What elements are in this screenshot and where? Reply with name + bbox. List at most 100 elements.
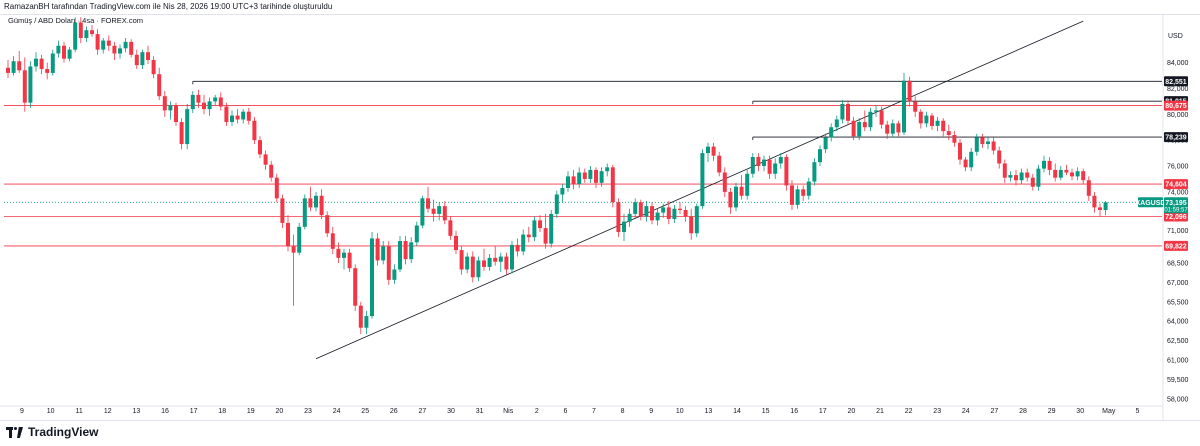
time-axis[interactable]: 9 10 11 12 13 16 17 18 19 20 23 24 25 26 27 30 31 Nis 2 6 7 8… [20, 408, 1139, 415]
tradingview-logo[interactable]: TradingView [6, 425, 98, 439]
candle-body-51 [291, 246, 296, 253]
candle-body-130 [734, 186, 738, 208]
candle-body-163 [918, 111, 923, 124]
time-tick-30: 21 [876, 408, 884, 415]
candle-body-15 [90, 30, 94, 35]
publish-caption: RamazanBH tarafından TradingView.com ile… [4, 2, 333, 11]
candle-body-114 [644, 206, 649, 217]
price-tick-2: 80,000 [1167, 112, 1189, 119]
candle-body-155 [874, 110, 878, 112]
candle-body-20 [118, 48, 122, 54]
candle-body-132 [745, 173, 750, 196]
candle-body-180 [1014, 175, 1018, 181]
time-tick-35: 28 [1019, 408, 1027, 415]
time-tick-25: 14 [733, 408, 741, 415]
candle-body-188 [1058, 169, 1063, 178]
candle-body-0 [6, 67, 10, 73]
candle-body-193 [1086, 180, 1091, 196]
time-tick-28: 17 [819, 408, 827, 415]
candle-body-76 [431, 208, 436, 214]
price-tick-11: 64,000 [1167, 319, 1189, 326]
candle-body-29 [168, 105, 173, 111]
trendline-group [315, 20, 1084, 360]
candle-body-63 [358, 305, 363, 328]
candle-body-24 [140, 52, 145, 66]
candle-body-183 [1030, 177, 1035, 187]
time-tick-1: 10 [47, 408, 55, 415]
candle-body-107 [605, 167, 610, 172]
time-tick-24: 13 [705, 408, 713, 415]
candle-body-122 [689, 216, 694, 234]
candle-body-123 [694, 206, 699, 234]
candle-body-129 [728, 191, 733, 208]
candle-body-149 [840, 103, 845, 120]
candle-body-112 [633, 202, 638, 214]
candle-body-46 [263, 154, 268, 165]
time-tick-15: 30 [447, 408, 455, 415]
candle-body-77 [437, 206, 442, 214]
candle-body-169 [952, 134, 957, 143]
axis-frame [0, 14, 1164, 420]
price-axis[interactable]: USD84,00082,00080,00078,00076,00074,0007… [1167, 33, 1189, 403]
candle-body-126 [711, 146, 716, 156]
candle-body-113 [638, 202, 643, 217]
price-axis-currency: USD [1168, 33, 1183, 40]
time-tick-4: 13 [133, 408, 141, 415]
candle-body-71 [403, 241, 408, 260]
candle-body-131 [739, 186, 744, 196]
candle-body-25 [146, 52, 150, 60]
candle-body-192 [1081, 171, 1086, 181]
level-tag-2 [1164, 100, 1188, 111]
price-tick-13: 61,000 [1167, 358, 1189, 365]
level-tag-5 [1164, 211, 1188, 222]
candle-body-88 [498, 256, 503, 262]
candle-body-121 [683, 210, 688, 217]
time-tick-14: 27 [419, 408, 427, 415]
level-tag-label-6: 69,822 [1165, 243, 1187, 250]
candle-body-185 [1042, 160, 1046, 169]
candle-body-134 [756, 156, 761, 167]
candle-body-147 [829, 127, 834, 138]
candle-body-17 [101, 40, 106, 50]
candle-body-22 [129, 41, 134, 55]
candle-body-36 [207, 101, 212, 110]
candle-body-30 [174, 105, 178, 123]
candle-body-38 [218, 97, 223, 107]
candle-body-142 [801, 189, 806, 196]
candle-body-87 [493, 257, 498, 262]
candle-body-12 [73, 22, 78, 50]
candle-body-170 [958, 142, 962, 160]
candle-body-186 [1047, 160, 1052, 170]
candle-body-119 [672, 208, 677, 220]
candle-body-34 [196, 94, 201, 103]
candle-body-26 [151, 59, 156, 75]
candle-body-184 [1036, 168, 1041, 187]
candle-body-173 [974, 137, 979, 152]
candle-body-181 [1019, 172, 1024, 181]
time-tick-33: 24 [962, 408, 970, 415]
price-tick-10: 65,500 [1167, 299, 1189, 306]
candle-body-172 [969, 151, 974, 168]
candle-body-194 [1092, 195, 1097, 208]
current-price-tag [1164, 197, 1188, 214]
candle-body-80 [454, 235, 458, 251]
candle-body-14 [84, 30, 89, 38]
candle-body-72 [409, 242, 414, 260]
candle-body-128 [722, 172, 727, 192]
time-tick-32: 23 [933, 408, 941, 415]
price-tick-0: 84,000 [1167, 60, 1189, 67]
candle-body-168 [946, 131, 951, 135]
candle-body-176 [991, 141, 996, 151]
price-tick-9: 67,000 [1167, 280, 1189, 287]
price-chart[interactable]: USD84,00082,00080,00078,00076,00074,0007… [0, 14, 1200, 420]
time-tick-34: 27 [991, 408, 999, 415]
level-tag-label-5: 72,096 [1165, 214, 1187, 221]
candle-body-154 [868, 111, 873, 128]
candle-body-70 [398, 241, 402, 270]
footer-bar: TradingView [0, 420, 1200, 446]
candle-body-84 [476, 260, 481, 278]
candle-body-157 [885, 124, 890, 134]
tradingview-brand: TradingView [28, 425, 99, 439]
candle-body-89 [504, 256, 509, 270]
candle-body-39 [224, 106, 229, 123]
